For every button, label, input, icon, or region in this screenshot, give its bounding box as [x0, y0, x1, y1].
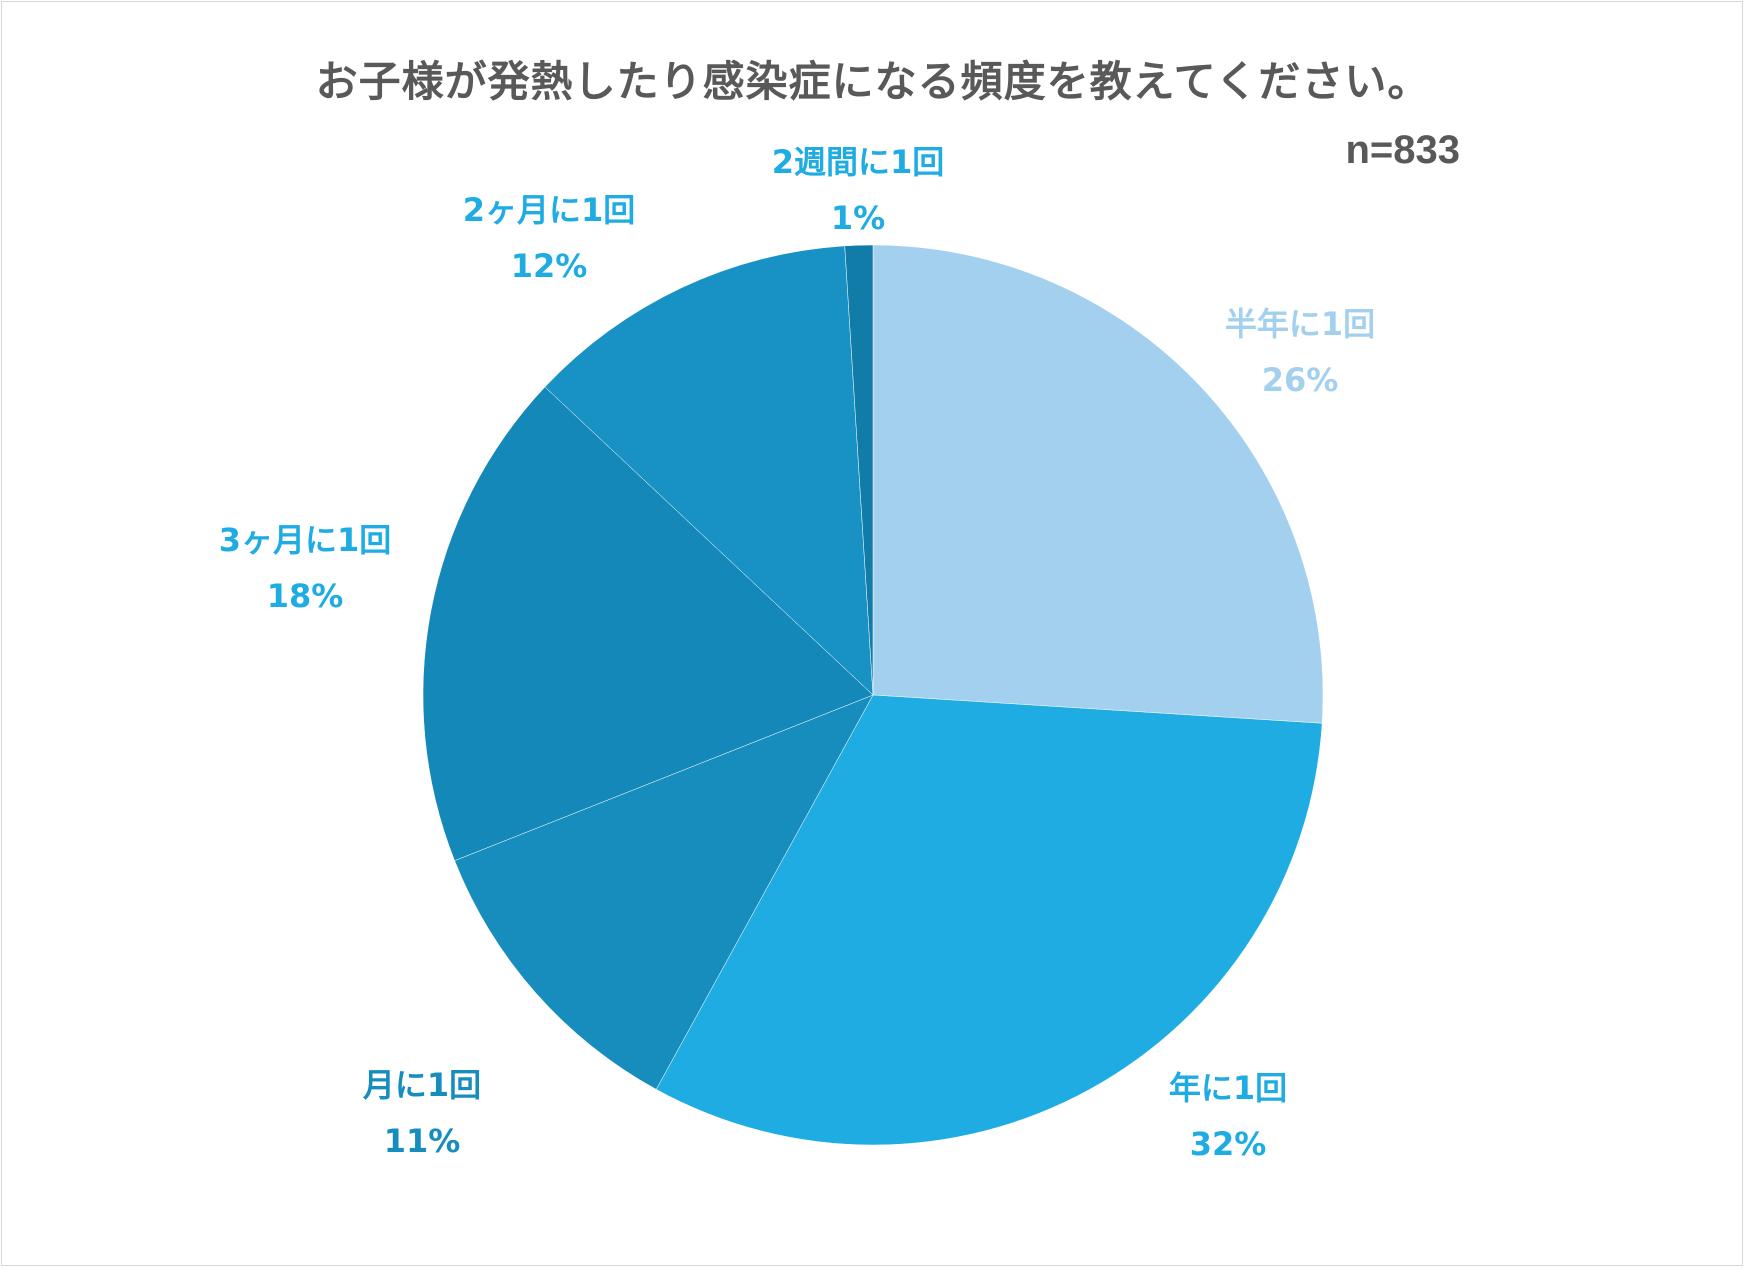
slice-label-2-weeks: 2週間に1回 1% — [771, 143, 945, 237]
pie-slice-2-months — [544, 245, 874, 696]
chart-title: お子様が発熱したり感染症になる頻度を教えてください。 — [315, 57, 1431, 106]
pie-slice-monthly — [454, 694, 874, 1090]
pie-slice-3-months — [422, 386, 874, 861]
sample-size: n=833 — [1345, 128, 1460, 172]
pie-slice-2-weeks — [844, 244, 874, 696]
slice-label-half-year: 半年に1回 26% — [1224, 305, 1376, 399]
slice-label-2-months: 2ヶ月に1回 12% — [462, 191, 636, 285]
slice-label-yearly: 年に1回 32% — [1168, 1069, 1288, 1163]
slice-label-monthly: 月に1回 11% — [362, 1066, 482, 1160]
slice-label-3-months: 3ヶ月に1回 18% — [218, 521, 392, 615]
pie-slice-half-year — [872, 244, 1324, 724]
pie-slice-yearly — [655, 694, 1323, 1146]
